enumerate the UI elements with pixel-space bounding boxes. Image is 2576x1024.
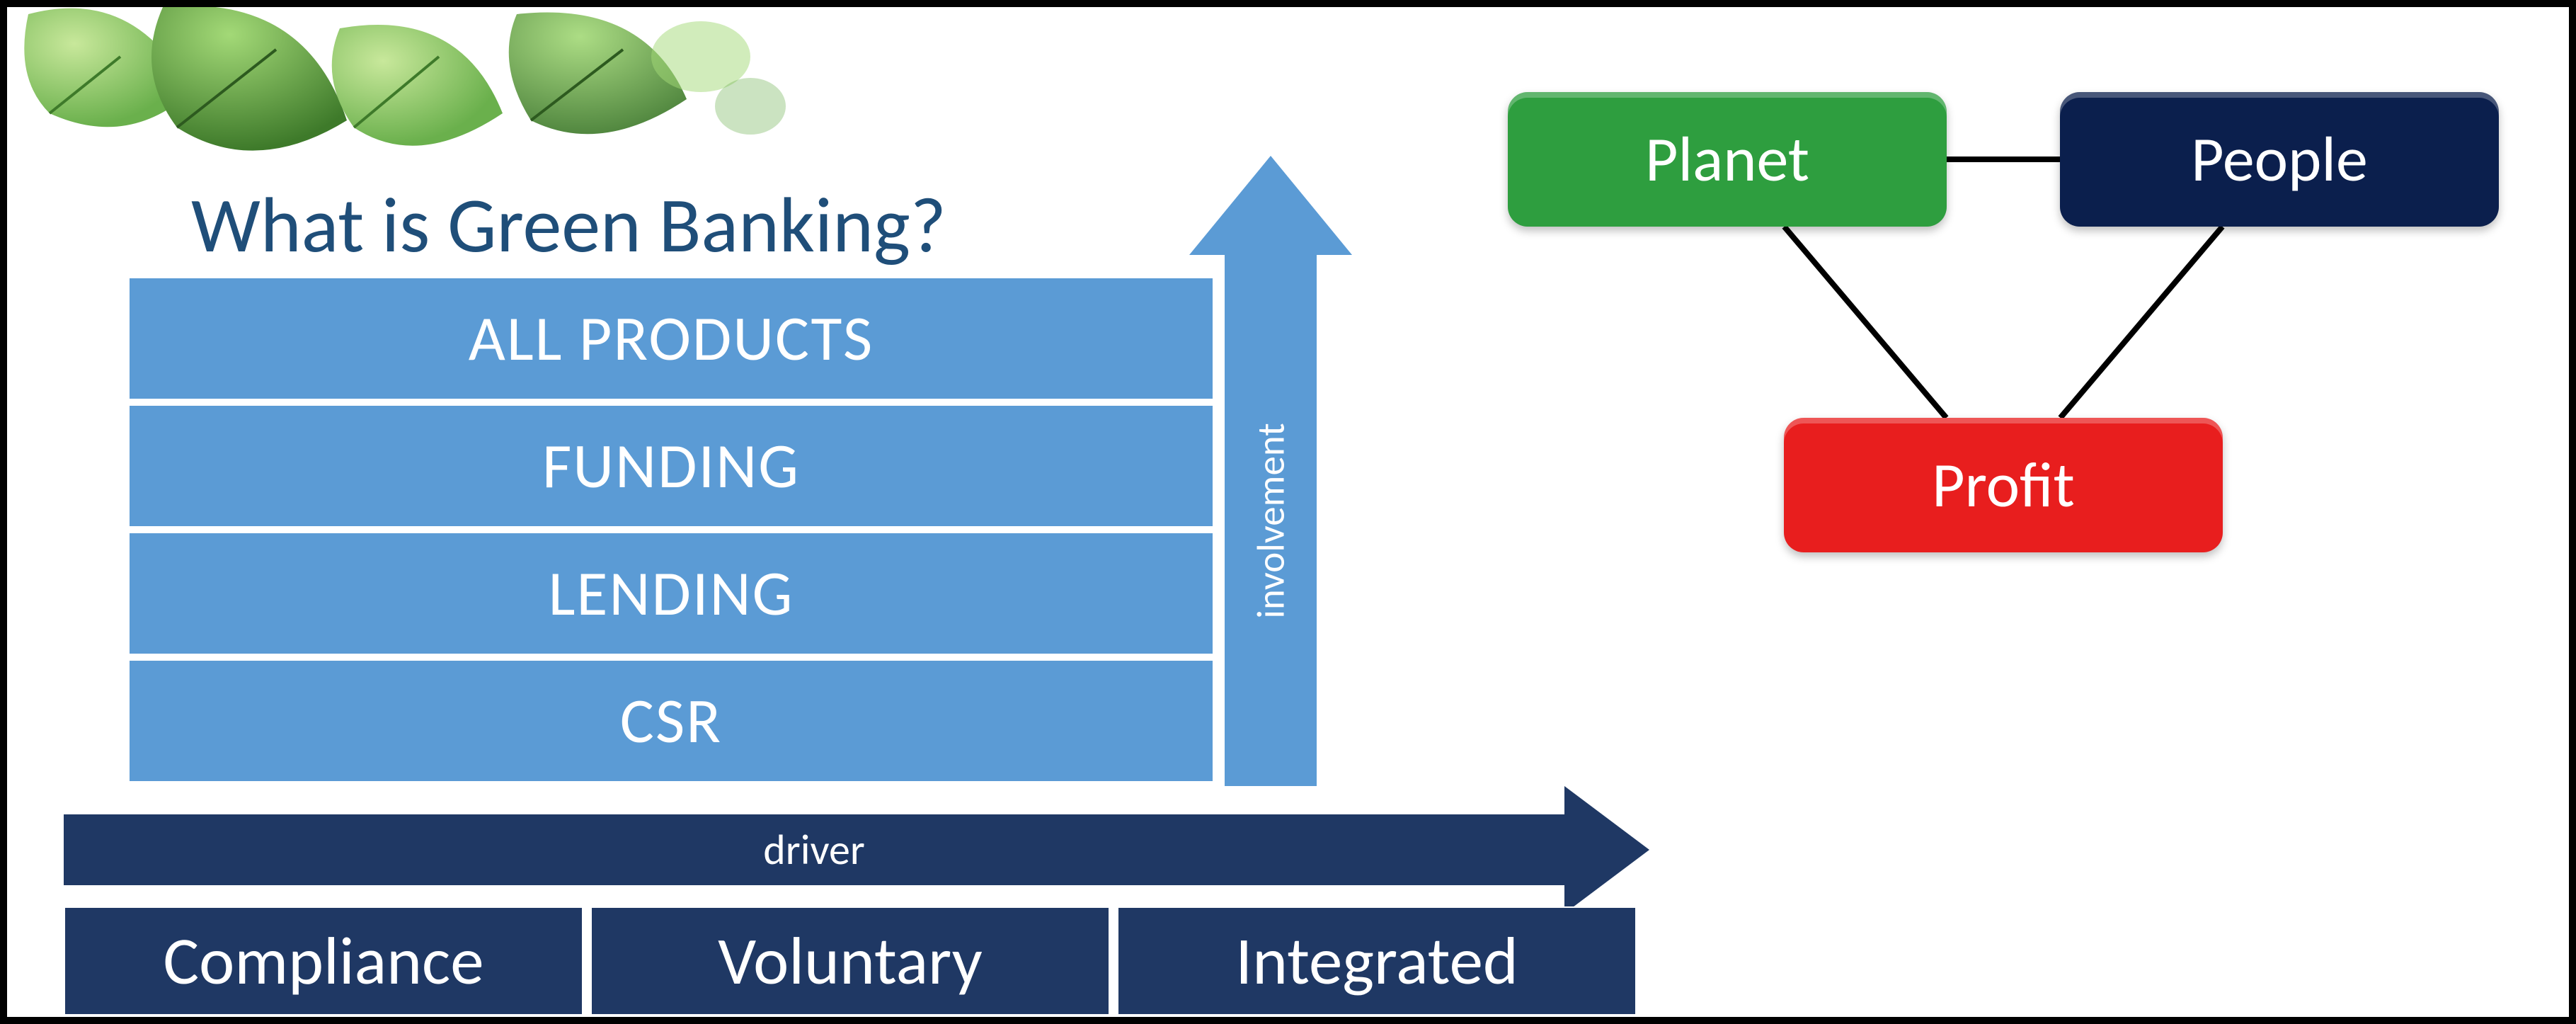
- tbl-node-planet: Planet: [1508, 92, 1947, 227]
- driver-box-compliance: Compliance: [64, 906, 583, 1016]
- diagram-frame: What is Green Banking? ALL PRODUCTS FUND…: [0, 0, 2576, 1024]
- level-bar-lending: LENDING: [127, 531, 1215, 656]
- level-bar-all-products: ALL PRODUCTS: [127, 276, 1215, 401]
- driver-box-label: Integrated: [1235, 920, 1518, 1002]
- tbl-edge-people-profit: [2061, 227, 2223, 418]
- leaves-decoration: [7, 7, 786, 184]
- tbl-node-people: People: [2060, 92, 2499, 227]
- level-bar-funding: FUNDING: [127, 404, 1215, 528]
- level-bar-label: CSR: [620, 682, 722, 760]
- level-bar-csr: CSR: [127, 659, 1215, 783]
- involvement-arrow-head: [1189, 156, 1352, 255]
- tbl-node-profit: Profit: [1784, 418, 2223, 552]
- driver-box-label: Voluntary: [718, 920, 983, 1002]
- driver-box-voluntary: Voluntary: [590, 906, 1110, 1016]
- tbl-node-label: Planet: [1645, 120, 1809, 198]
- page-title: What is Green Banking?: [191, 177, 946, 273]
- driver-arrow-label: driver: [763, 824, 865, 876]
- driver-box-label: Compliance: [163, 920, 483, 1002]
- tbl-node-label: Profit: [1932, 446, 2075, 524]
- tbl-edge-planet-profit: [1785, 227, 1947, 418]
- involvement-arrow-label: involvement: [1247, 423, 1295, 618]
- tbl-node-label: People: [2191, 120, 2368, 198]
- level-bar-label: FUNDING: [542, 427, 800, 505]
- level-bar-label: ALL PRODUCTS: [469, 300, 874, 377]
- driver-arrow-head: [1564, 786, 1649, 914]
- driver-box-integrated: Integrated: [1117, 906, 1637, 1016]
- level-bar-label: LENDING: [549, 554, 794, 632]
- involvement-arrow-label-wrap: involvement: [1225, 255, 1317, 786]
- driver-arrow-shaft: driver: [64, 814, 1564, 885]
